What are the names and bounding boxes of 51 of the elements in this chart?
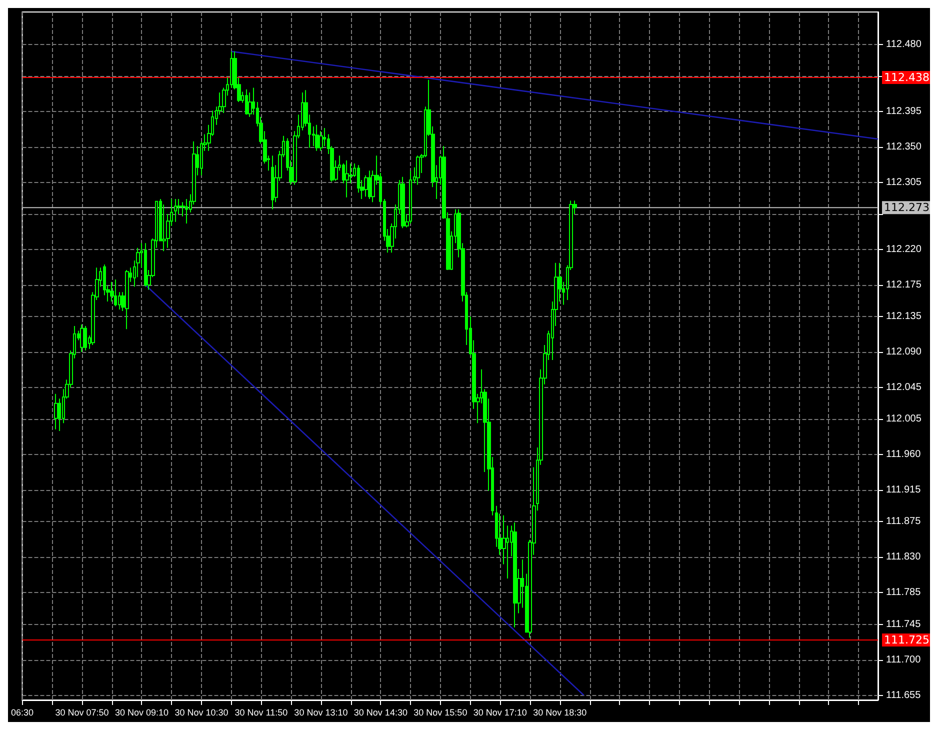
y-tick-label: 112.305 <box>886 176 922 188</box>
candlestick <box>248 92 252 118</box>
y-tick-label: 111.875 <box>886 516 922 528</box>
y-tick-label: 111.785 <box>886 587 922 598</box>
y-tick-label: 112.135 <box>886 311 922 322</box>
y-tick-label: 112.220 <box>886 244 922 255</box>
candlestick <box>401 176 405 229</box>
y-tick-label: 112.350 <box>886 141 922 152</box>
candlestick <box>271 155 274 210</box>
x-tick-label: 30 Nov 17:10 <box>473 708 527 718</box>
ref-line-label: 112.438 <box>884 70 930 84</box>
candlestick <box>174 198 177 222</box>
candlestick <box>315 124 319 152</box>
candlestick <box>345 160 349 198</box>
y-tick-label: 112.395 <box>886 106 922 117</box>
y-tick-label: 112.090 <box>886 346 922 358</box>
x-tick-label: 30 Nov 18:30 <box>533 708 587 718</box>
candlestick <box>513 522 517 628</box>
x-tick-label: 30 Nov 14:30 <box>354 708 408 718</box>
candlestick <box>185 198 188 224</box>
x-tick-label: 30 Nov 09:10 <box>114 708 169 718</box>
candlestick <box>54 393 58 430</box>
candlestick <box>416 155 420 186</box>
x-tick-label: 30 Nov 07:50 <box>55 708 109 718</box>
y-tick-label: 111.700 <box>886 654 922 666</box>
y-tick-label: 111.830 <box>886 552 922 563</box>
y-tick-label: 112.045 <box>886 382 922 394</box>
y-tick-label: 111.915 <box>886 484 922 496</box>
y-tick-label: 112.005 <box>886 414 922 425</box>
candlestick <box>364 174 368 198</box>
x-tick-label: 30 Nov 15:50 <box>414 708 468 718</box>
y-tick-label: 111.960 <box>886 449 922 460</box>
x-tick-label: 30 Nov 13:10 <box>294 708 348 718</box>
candlestick <box>409 170 412 224</box>
ref-line-label: 112.273 <box>884 201 930 214</box>
x-tick-label: 30 Nov 11:50 <box>234 708 288 718</box>
candlestick <box>114 278 117 307</box>
x-tick-label: 30 Nov 10:30 <box>174 708 228 718</box>
candlestick <box>144 242 147 288</box>
y-tick-label: 112.480 <box>886 38 922 50</box>
y-tick-label: 112.175 <box>886 279 922 290</box>
y-tick-label: 111.745 <box>886 618 922 630</box>
candlestick <box>125 270 129 330</box>
y-tick-label: 111.655 <box>886 690 922 701</box>
candlestick <box>80 324 84 353</box>
candlestick <box>84 326 87 351</box>
candlestick <box>110 281 114 302</box>
x-tick-label: 06:30 <box>10 708 34 718</box>
candlestick <box>245 88 248 116</box>
candlestick <box>368 170 371 200</box>
ref-line-label: 111.725 <box>884 634 930 647</box>
